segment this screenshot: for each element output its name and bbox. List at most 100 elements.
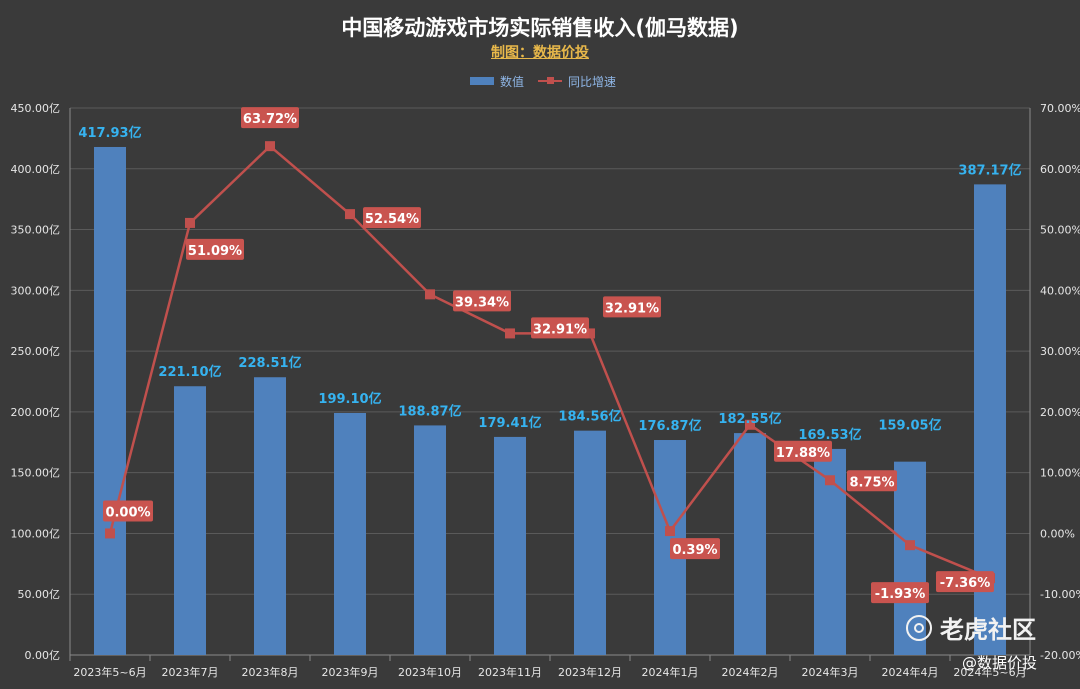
bar-value-label: 387.17亿 (958, 162, 1021, 178)
y-right-tick-label: 10.00% (1040, 467, 1080, 480)
bar-value-label: 176.87亿 (638, 418, 701, 434)
line-marker (665, 526, 675, 537)
x-tick-label: 2024年3月 (802, 665, 859, 679)
line-value-label-box (603, 296, 661, 318)
line-value-label: 63.72% (243, 112, 297, 127)
legend-swatch-line (538, 77, 563, 84)
bar (734, 433, 766, 655)
bar-value-label: 417.93亿 (78, 125, 141, 141)
y-left-tick-label: 450.00亿 (11, 102, 61, 115)
y-left-tick-label: 300.00亿 (11, 284, 61, 297)
line-value-label-box (363, 207, 421, 229)
bar-value-label: 184.56亿 (558, 409, 621, 425)
bar (254, 377, 286, 655)
bar-value-label: 169.53亿 (798, 427, 861, 443)
line-value-label-box (871, 582, 929, 604)
line-value-label: -7.36% (940, 576, 991, 591)
y-left-tick-label: 0.00亿 (25, 649, 61, 662)
watermark-text: 老虎社区 (940, 616, 1036, 644)
y-left-tick-label: 150.00亿 (11, 467, 61, 480)
y-right-tick-label: 0.00% (1040, 527, 1075, 540)
bar-value-label: 221.10亿 (158, 364, 221, 380)
line-marker (185, 217, 195, 228)
line-value-label: 0.39% (672, 543, 717, 558)
line-marker (825, 475, 835, 486)
y-right-tick-label: 40.00% (1040, 284, 1080, 297)
bar-value-label: 179.41亿 (478, 415, 541, 431)
bar-value-label: 199.10亿 (318, 391, 381, 407)
legend-label-bar: 数值 (500, 74, 525, 89)
x-tick-label: 2023年5~6月 (73, 665, 146, 679)
line-marker (425, 289, 435, 300)
bar-value-label: 159.05亿 (878, 418, 941, 434)
watermark: 老虎社区 (906, 610, 1036, 645)
bar (414, 425, 446, 655)
line-value-label: 51.09% (188, 244, 242, 259)
y-right-tick-label: -20.00% (1040, 649, 1080, 662)
line-value-label: 52.54% (365, 212, 419, 227)
x-tick-label: 2023年11月 (478, 665, 542, 679)
line-value-label-box (453, 290, 511, 312)
y-right-tick-label: 50.00% (1040, 224, 1080, 237)
chart-subtitle: 制图：数据价投 (491, 45, 589, 61)
legend-item-bar: 数值 (470, 73, 524, 90)
y-left-tick-label: 200.00亿 (11, 406, 61, 419)
x-tick-label: 2024年4月 (882, 665, 939, 679)
y-right-tick-label: 20.00% (1040, 406, 1080, 419)
tiger-community-icon (906, 614, 932, 641)
line-value-label: 39.34% (455, 295, 509, 310)
y-left-tick-label: 100.00亿 (11, 527, 61, 540)
x-tick-label: 2023年10月 (398, 665, 462, 679)
line-value-label-box (103, 500, 153, 522)
bar (174, 386, 206, 655)
line-value-label-box (847, 470, 897, 492)
y-right-tick-label: 70.00% (1040, 102, 1080, 115)
chart-title: 中国移动游戏市场实际销售收入(伽马数据) (341, 16, 739, 40)
legend: 数值 同比增速 (470, 72, 616, 90)
legend-item-line: 同比增速 (538, 73, 616, 90)
line-value-label: 17.88% (776, 446, 830, 461)
x-tick-label: 2023年7月 (162, 665, 219, 679)
x-tick-label: 2023年9月 (322, 665, 379, 679)
line-value-label-box (936, 571, 994, 593)
x-tick-label: 2023年12月 (558, 665, 622, 679)
bar-value-label: 228.51亿 (238, 355, 301, 371)
y-left-tick-label: 50.00亿 (18, 588, 61, 601)
y-left-tick-label: 400.00亿 (11, 163, 61, 176)
x-tick-label: 2024年1月 (642, 665, 699, 679)
bar-value-label: 182.55亿 (718, 411, 781, 427)
y-right-tick-label: 30.00% (1040, 345, 1080, 358)
y-left-tick-label: 350.00亿 (11, 224, 61, 237)
legend-swatch-bar (470, 77, 494, 85)
x-tick-label: 2024年2月 (722, 665, 779, 679)
y-right-tick-label: -10.00% (1040, 588, 1080, 601)
line-value-label: 0.00% (105, 505, 150, 520)
x-tick-label: 2024年5~6月 (953, 665, 1026, 679)
line-value-label: 32.91% (605, 301, 659, 316)
line-value-label: 8.75% (849, 475, 894, 490)
line-marker (905, 540, 915, 551)
line-value-label-box (774, 440, 832, 462)
line-marker (105, 528, 115, 539)
line-marker (745, 419, 755, 430)
line-value-label: -1.93% (875, 587, 926, 602)
line-marker (265, 141, 275, 152)
line-value-label-box (186, 238, 244, 260)
brand-label: @数据价投 (962, 654, 1038, 672)
x-tick-label: 2023年8月 (242, 665, 299, 679)
y-right-tick-label: 60.00% (1040, 163, 1080, 176)
line-value-label-box (670, 538, 720, 560)
bar (494, 436, 526, 655)
bar (334, 412, 366, 655)
line-value-label-box (241, 107, 299, 129)
bar (94, 146, 126, 656)
bar (574, 430, 606, 655)
line-value-label: 32.91% (533, 322, 587, 337)
bar-value-label: 188.87亿 (398, 403, 461, 419)
y-left-tick-label: 250.00亿 (11, 345, 61, 358)
legend-label-line: 同比增速 (568, 74, 617, 89)
line-marker (345, 209, 355, 220)
line-marker (505, 328, 515, 339)
